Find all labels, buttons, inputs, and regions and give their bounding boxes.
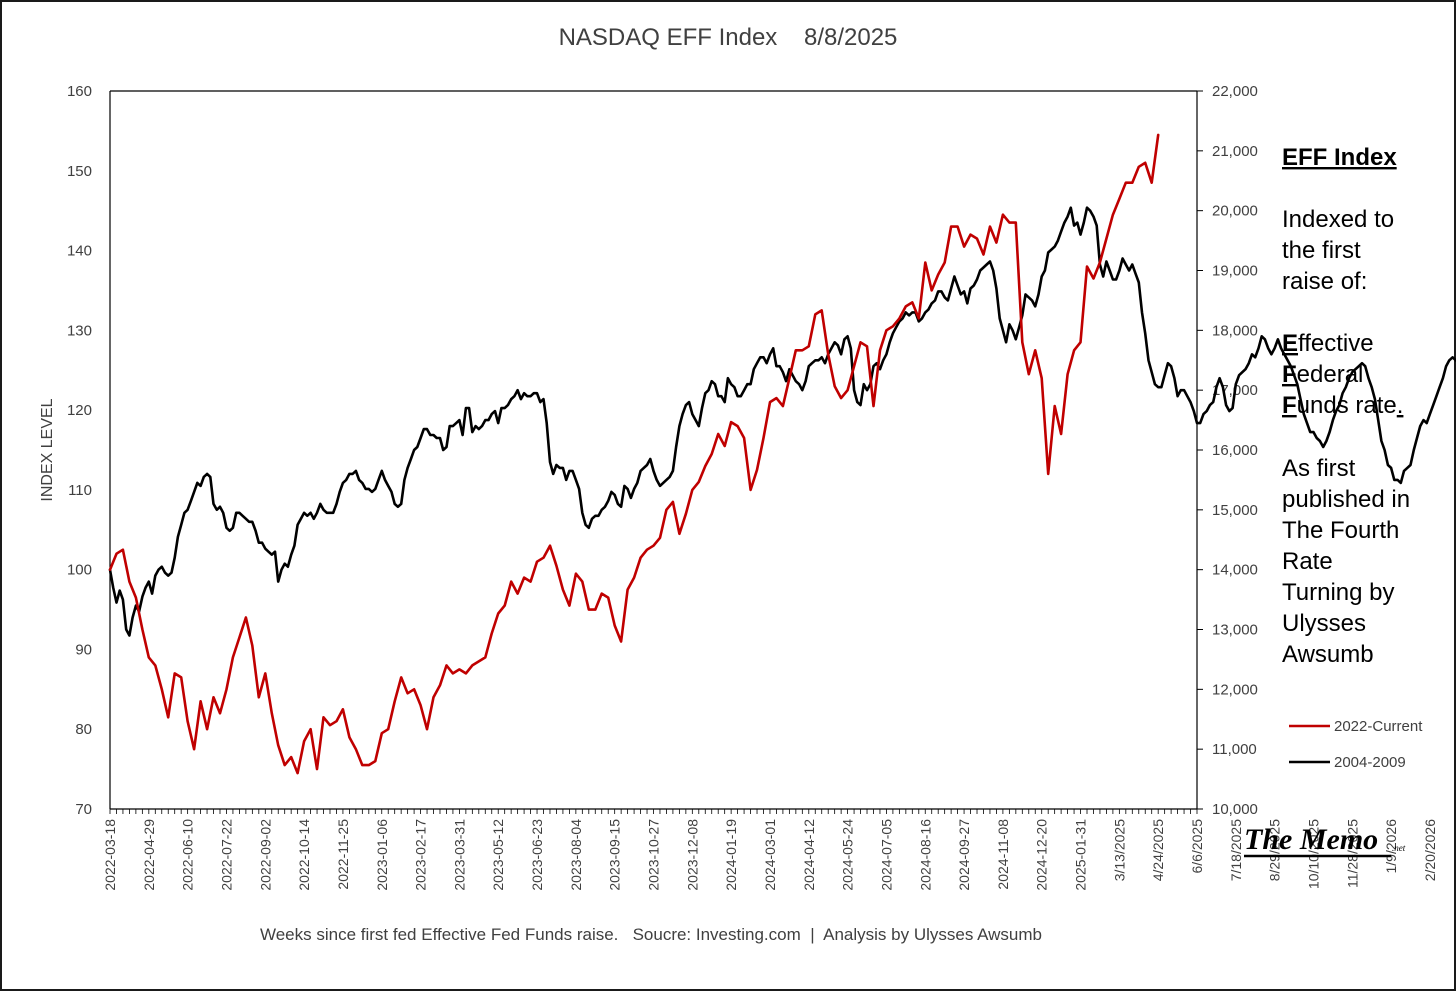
x-tick-label: 2023-12-08: [684, 819, 700, 891]
x-tick-label: 2024-08-16: [917, 819, 933, 891]
y2-tick-label: 19,000: [1212, 263, 1258, 280]
y2-tick-label: 20,000: [1212, 203, 1258, 220]
y-tick-label: 80: [75, 721, 92, 738]
x-tick-label: 2022-04-29: [141, 819, 157, 891]
x-axis: 2022-03-18 2022-04-29 2022-06-10 2022-07-22…: [102, 809, 1438, 891]
x-tick-label: 2024-05-24: [840, 819, 856, 891]
acronym-rest: unds rate: [1297, 392, 1397, 419]
x-tick-label: 2022-03-18: [102, 819, 118, 891]
acronym-letter: F: [1282, 361, 1297, 388]
acronym-line: Effective: [1282, 330, 1374, 357]
acronym-period: .: [1397, 392, 1404, 419]
y-tick-label: 110: [68, 482, 92, 499]
legend: 2022-Current 2004-2009: [1289, 718, 1423, 771]
y2-tick-label: 15,000: [1212, 502, 1258, 519]
x-tick-label: 2022-11-25: [335, 819, 351, 890]
x-tick-label: 7/18/2025: [1228, 819, 1244, 881]
x-axis-label: Weeks since first fed Effective Fed Fund…: [260, 925, 1042, 944]
y-tick-label: 70: [75, 801, 92, 818]
x-tick-label: 11/28/2025: [1344, 819, 1360, 888]
y-tick-label: 120: [67, 402, 92, 419]
x-tick-label: 6/6/2025: [1189, 819, 1205, 874]
x-tick-label: 2023-06-23: [529, 819, 545, 891]
note-line: As first: [1282, 455, 1356, 482]
series-layer: [108, 133, 1456, 775]
x-tick-label: 2024-12-20: [1034, 819, 1050, 891]
x-tick-label: 4/24/2025: [1150, 819, 1166, 881]
acronym-letter: E: [1282, 330, 1298, 357]
the-memo-logo: The Memo .net: [1244, 823, 1406, 858]
acronym-letter: F: [1282, 392, 1297, 419]
side-panel-line: Indexed to: [1282, 206, 1394, 233]
acronym-rest: ffective: [1298, 330, 1374, 357]
y-tick-label: 140: [67, 243, 92, 260]
x-tick-label: 2024-01-19: [723, 819, 739, 891]
note-line: Rate: [1282, 548, 1333, 575]
acronym-line: Federal: [1282, 361, 1363, 388]
x-tick-label: 8/29/2025: [1267, 819, 1283, 881]
y-tick-label: 90: [75, 641, 92, 658]
y-tick-label: 160: [67, 83, 92, 100]
x-tick-label: 2022-06-10: [180, 819, 196, 891]
left-axis: 160 150 140 130 120 110 100 90 80 70: [67, 83, 92, 818]
note-line: Ulysses: [1282, 610, 1366, 637]
x-tick-label: 2022-09-02: [257, 819, 273, 891]
x-tick-label: 2022-07-22: [218, 819, 234, 891]
side-panel-heading: EFF Index: [1282, 144, 1397, 171]
side-panel-line: the first: [1282, 237, 1361, 264]
x-tick-label: 1/9/2026: [1383, 819, 1399, 874]
x-tick-label: 2023-01-06: [374, 819, 390, 891]
x-tick-label: 2/20/2026: [1422, 819, 1438, 881]
y2-tick-label: 13,000: [1212, 622, 1258, 639]
legend-label-2004-2009: 2004-2009: [1334, 754, 1406, 771]
x-tick-label: 10/10/2025: [1305, 819, 1321, 889]
x-tick-label: 2024-11-08: [995, 819, 1011, 890]
x-tick-label: 2023-09-15: [607, 819, 623, 891]
right-axis: 22,00021,00020,00019,00018,00017,00016,0…: [1197, 83, 1258, 818]
x-tick-label: 2022-10-14: [296, 819, 312, 891]
x-tick-label: 2024-04-12: [801, 819, 817, 891]
plot-area: [109, 90, 1198, 810]
x-tick-label: 2024-09-27: [956, 819, 972, 891]
y2-tick-label: 10,000: [1212, 801, 1258, 818]
y2-tick-label: 11,000: [1212, 741, 1257, 758]
x-tick-label: 2023-10-27: [646, 819, 662, 891]
series-line-2004-2009: [108, 206, 1456, 637]
logo-text: The Memo: [1244, 823, 1378, 856]
note-line: Awsumb: [1282, 641, 1374, 668]
x-tick-label: 2023-05-12: [490, 819, 506, 891]
chart-title: NASDAQ EFF Index 8/8/2025: [559, 24, 898, 51]
y2-tick-label: 22,000: [1212, 83, 1258, 100]
y2-tick-label: 12,000: [1212, 681, 1258, 698]
x-tick-label: 2023-08-04: [568, 819, 584, 891]
acronym-line: Funds rate.: [1282, 392, 1403, 419]
side-panel-line: raise of:: [1282, 268, 1367, 295]
logo-suffix: .net: [1392, 843, 1406, 853]
x-tick-label: 2024-03-01: [762, 819, 778, 891]
y-tick-label: 130: [67, 322, 92, 339]
note-line: The Fourth: [1282, 517, 1399, 544]
x-tick-label: 2024-07-05: [878, 819, 894, 891]
x-tick-label: 2023-03-31: [451, 819, 467, 891]
y-axis-label: INDEX LEVEL: [39, 398, 56, 501]
x-tick-label: 2023-02-17: [413, 819, 429, 891]
series-line-2022-current: [108, 133, 1160, 775]
x-tick-label: 2025-01-31: [1073, 819, 1089, 891]
note-line: Turning by: [1282, 579, 1395, 606]
y2-tick-label: 18,000: [1212, 322, 1258, 339]
y2-tick-label: 14,000: [1212, 562, 1258, 579]
acronym-rest: ederal: [1297, 361, 1364, 388]
y-tick-label: 100: [67, 562, 92, 579]
legend-label-2022-current: 2022-Current: [1334, 718, 1423, 735]
x-tick-label: 3/13/2025: [1111, 819, 1127, 881]
y2-tick-label: 21,000: [1212, 143, 1258, 160]
y2-tick-label: 16,000: [1212, 442, 1258, 459]
note-line: published in: [1282, 486, 1410, 513]
y-tick-label: 150: [67, 163, 92, 180]
side-panel: EFF Index Indexed to the first raise of:…: [1282, 144, 1410, 668]
